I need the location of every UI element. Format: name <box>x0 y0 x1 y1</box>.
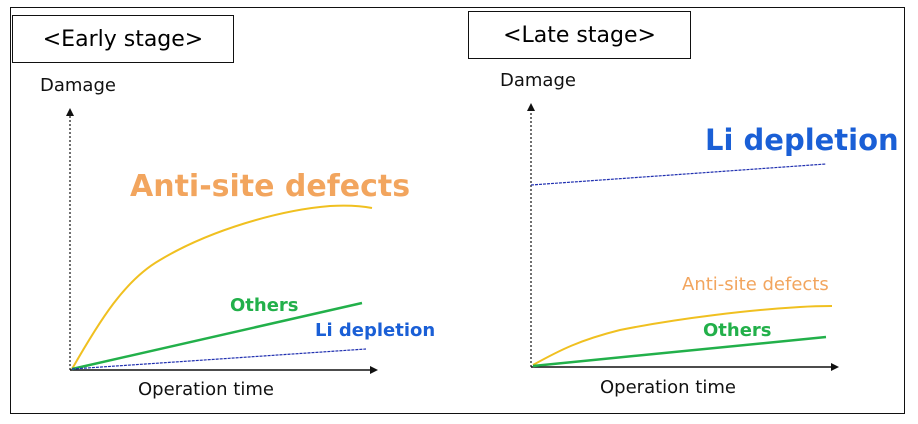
early-anti-site-label: Anti-site defects <box>130 169 411 204</box>
late-li-depletion-line <box>530 163 827 186</box>
early-li-depletion-label: Li depletion <box>315 320 436 341</box>
early-others-label: Others <box>230 295 299 316</box>
early-y-axis-label: Damage <box>40 75 116 96</box>
early-li-depletion-line <box>71 348 367 370</box>
late-anti-site-curve <box>532 305 833 366</box>
late-y-axis-label: Damage <box>500 70 576 91</box>
late-li-depletion-label: Li depletion <box>705 123 899 157</box>
late-others-line <box>532 335 827 368</box>
early-stage-title: <Early stage> <box>12 15 234 63</box>
late-others-label: Others <box>703 320 772 341</box>
early-others-line <box>71 301 363 371</box>
late-stage-title: <Late stage> <box>468 11 691 59</box>
early-x-axis-label: Operation time <box>138 379 274 400</box>
early-anti-site-curve <box>71 204 373 370</box>
late-x-axis-label: Operation time <box>600 377 736 398</box>
figure-frame <box>10 7 905 414</box>
late-anti-site-label: Anti-site defects <box>682 274 829 295</box>
